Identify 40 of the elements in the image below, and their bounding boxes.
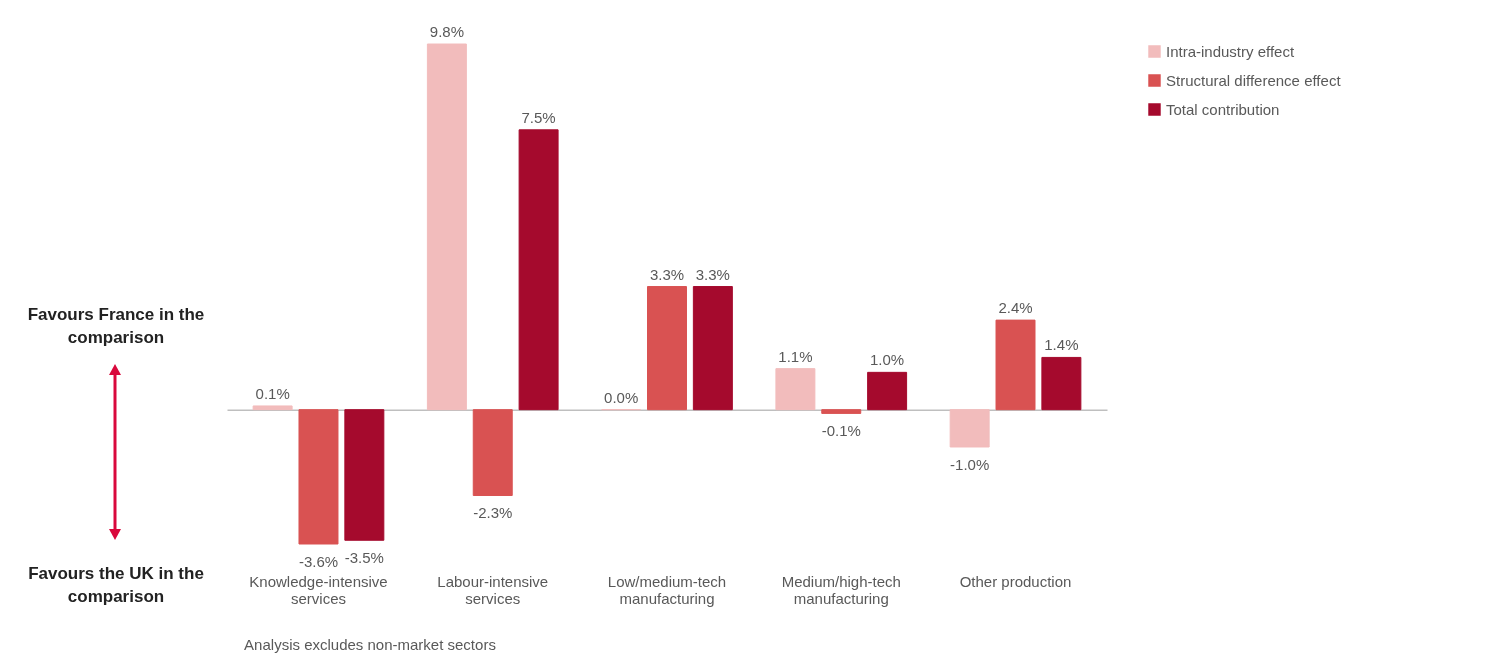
data-label: 0.0% <box>604 388 639 406</box>
data-label: -3.5% <box>344 549 384 567</box>
data-label: 3.3% <box>649 265 685 283</box>
data-label: 1.4% <box>1044 336 1079 354</box>
bar <box>867 371 908 411</box>
legend-label: Intra-industry effect <box>1166 42 1295 60</box>
data-label: 0.1% <box>255 384 290 402</box>
bar <box>518 129 559 411</box>
bar <box>472 409 513 496</box>
data-label: -2.3% <box>473 504 513 522</box>
data-label: 1.0% <box>870 351 905 369</box>
bar <box>252 405 293 411</box>
x-tick-label: Low/medium-tech manufacturing <box>607 572 727 607</box>
data-label: -3.6% <box>298 553 339 570</box>
x-tick-label: Labour-intensive services <box>437 572 549 607</box>
data-label: -0.1% <box>821 422 861 440</box>
data-label: 2.4% <box>998 299 1033 317</box>
data-label: -1.0% <box>950 455 990 473</box>
bar <box>949 409 990 448</box>
bar <box>344 409 385 541</box>
bar <box>647 286 687 411</box>
bar <box>1041 356 1082 411</box>
bar <box>426 43 467 411</box>
legend-label: Structural difference effect <box>1166 71 1342 89</box>
data-label: 1.1% <box>778 347 813 365</box>
text: Favours France in the comparison <box>26 304 206 349</box>
data-label: 9.8% <box>429 23 464 40</box>
bar <box>775 368 816 411</box>
x-tick-label: Other production <box>959 572 1072 590</box>
bar <box>692 286 733 411</box>
data-label: 7.5% <box>521 108 556 126</box>
x-tick-label: Knowledge-intensive services <box>249 572 388 607</box>
bar <box>821 409 862 414</box>
legend-label: Total contribution <box>1166 100 1280 118</box>
x-tick-label: Medium/high-tech manufacturing <box>781 572 901 607</box>
text: Favours the UK in the comparison <box>27 563 205 608</box>
data-label: 3.3% <box>695 265 730 283</box>
bar <box>995 319 1036 411</box>
text: Analysis excludes non-market sectors <box>243 636 497 653</box>
bar <box>298 409 339 545</box>
